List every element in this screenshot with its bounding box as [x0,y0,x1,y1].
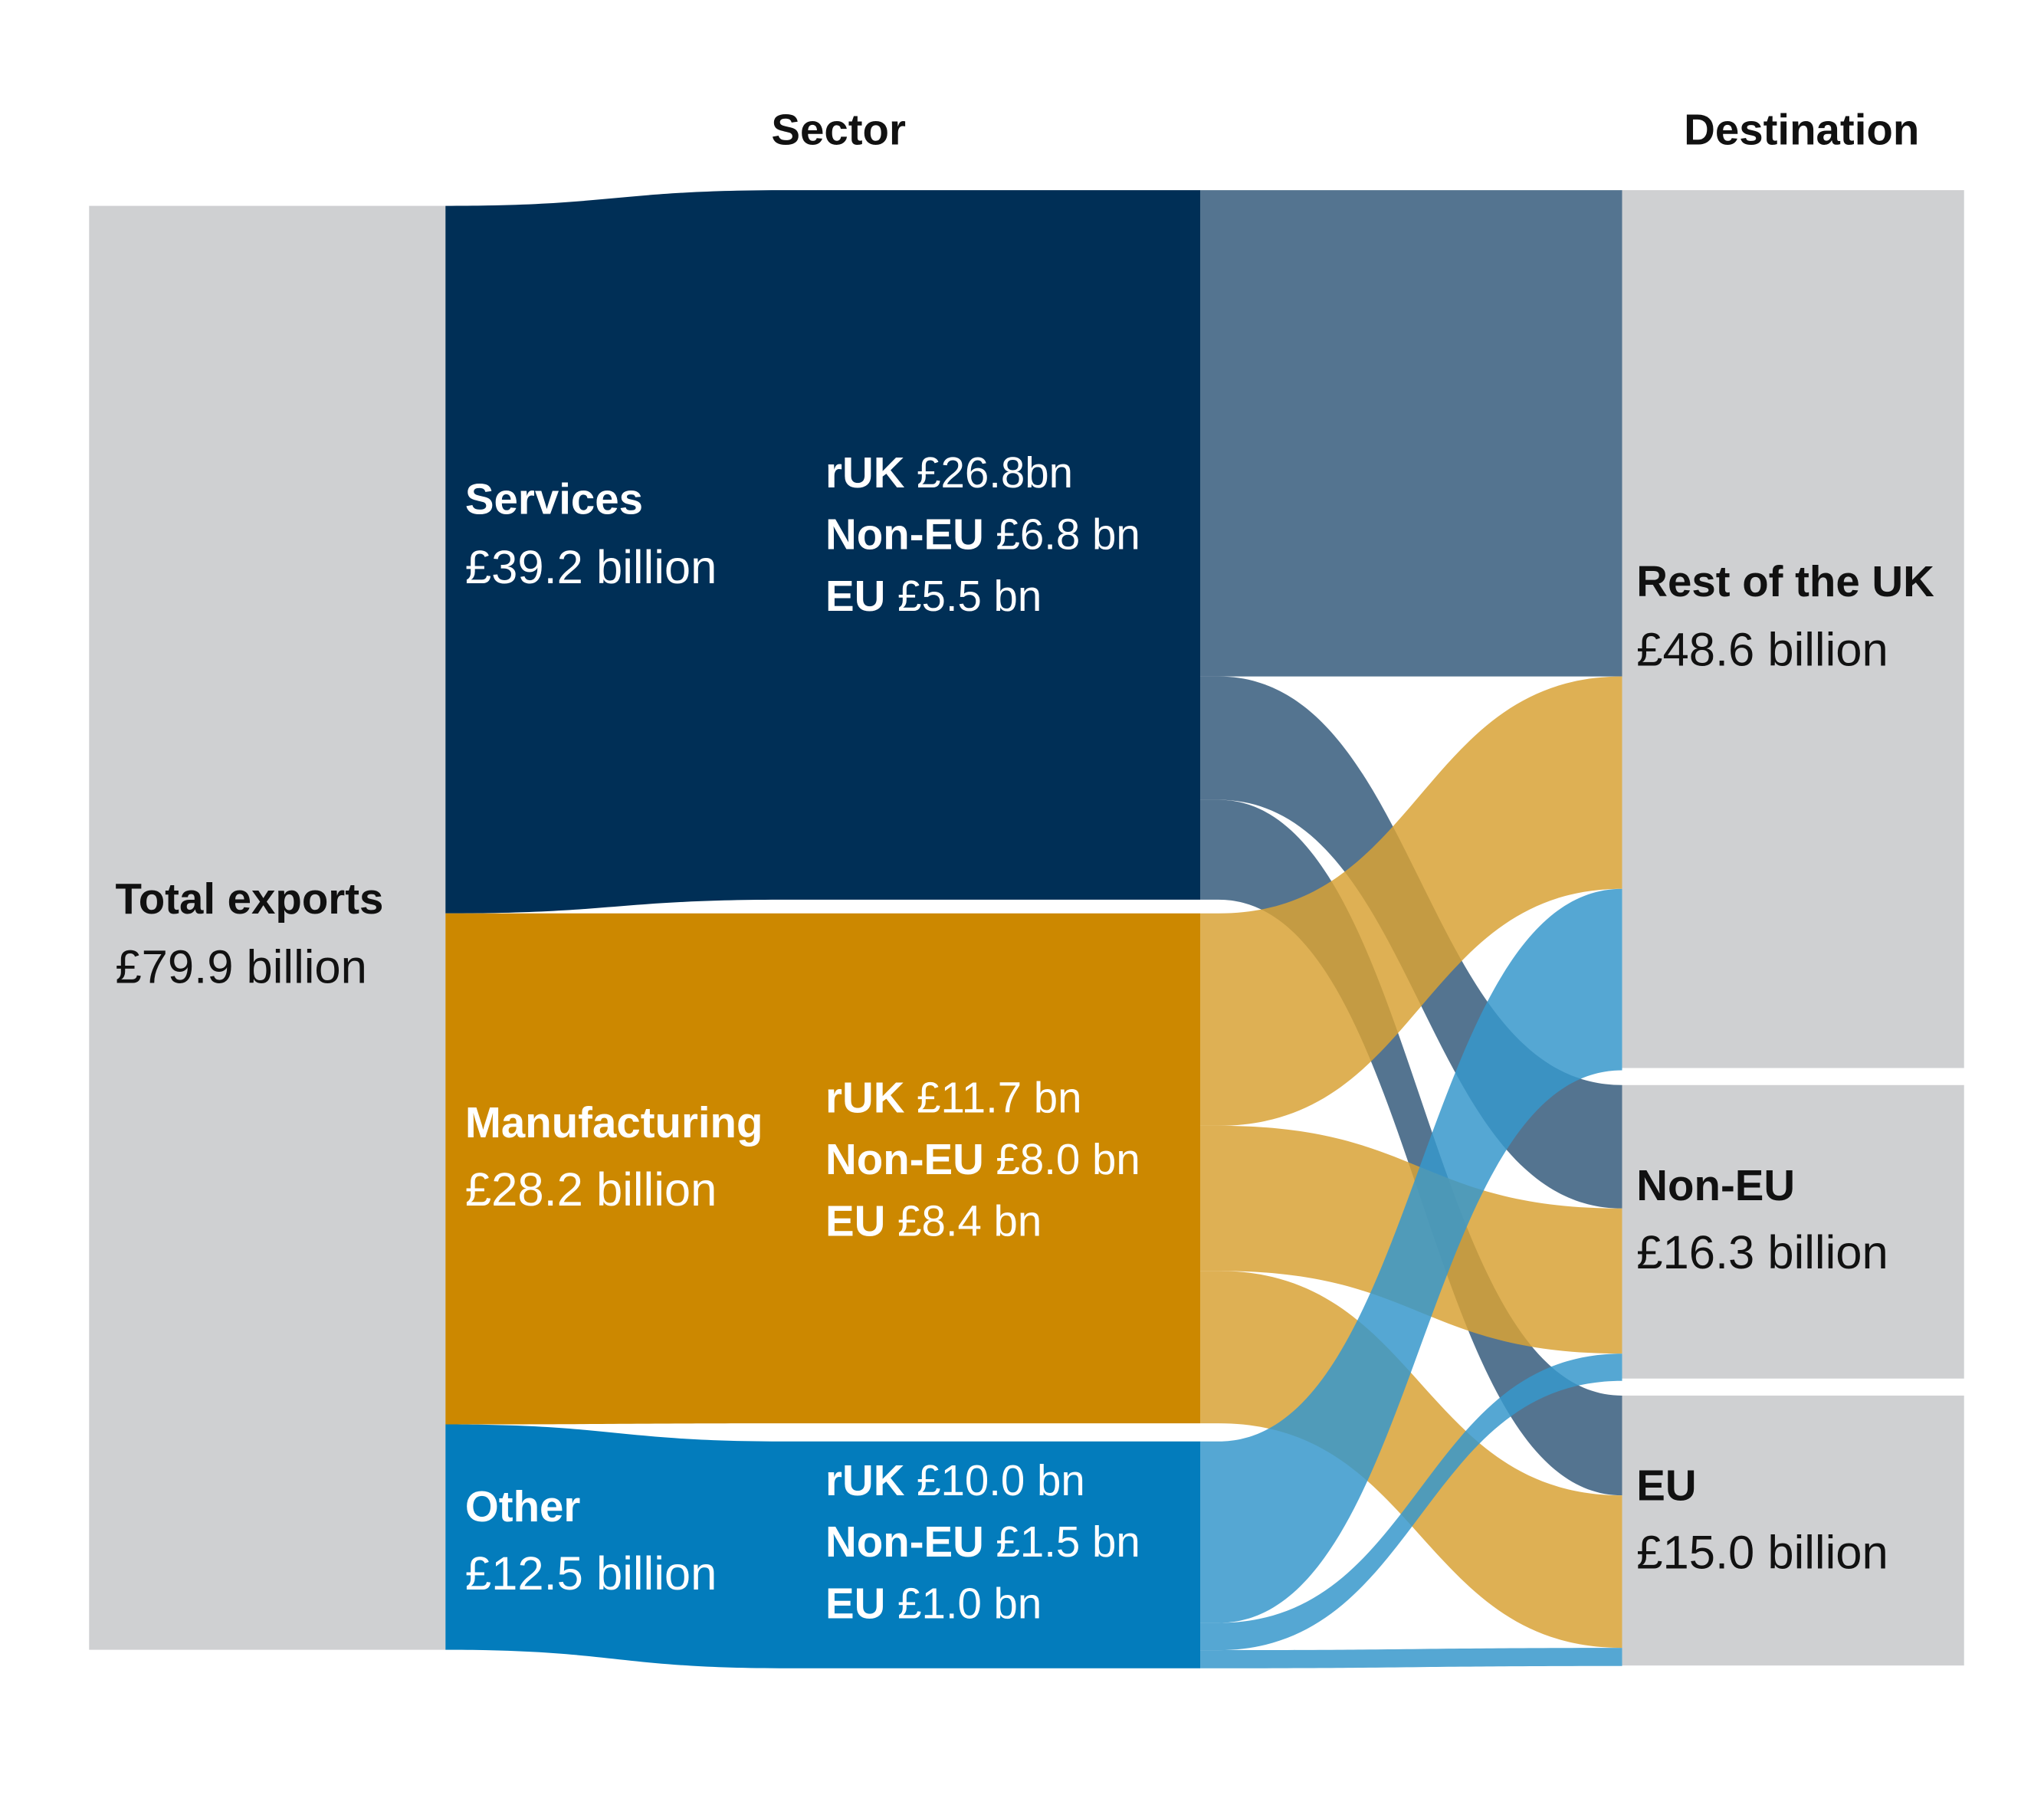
destination-name: Non-EU [1636,1161,1795,1209]
flow-label-noneu: Non-EU £6.8 bn [825,510,1140,559]
total-node-value: £79.9 billion [115,940,366,993]
destination-name: Rest of the UK [1636,557,1934,605]
total-node [89,205,446,1650]
flow-label-value: £8.4 bn [897,1196,1042,1245]
flow-label-value: £1.5 bn [996,1517,1140,1566]
flow-label-destination: Non-EU [825,1135,996,1183]
destination-node-ruk [1622,190,1964,1068]
flow-label-ruk: rUK £26.8bn [825,448,1073,497]
flow-label-destination: Non-EU [825,510,996,559]
destination-value: £15.0 billion [1636,1527,1888,1580]
flow-label-destination: Non-EU [825,1517,996,1566]
destination-value: £16.3 billion [1636,1226,1888,1279]
flow-label-destination: EU [825,572,897,620]
link-other-noneu [1200,1353,1622,1651]
flow-label-noneu: Non-EU £1.5 bn [825,1517,1140,1566]
flow-label-value: £5.5 bn [897,572,1042,620]
nodes [89,190,1964,1668]
flow-label-ruk: rUK £11.7 bn [825,1074,1081,1122]
link-services-ruk [1200,190,1622,677]
total-node-name: Total exports [115,874,383,923]
sector-column-title: Sector [771,105,906,153]
flow-label-eu: EU £1.0 bn [825,1580,1042,1628]
flow-label-value: £10.0 bn [917,1456,1085,1504]
flow-label-value: £11.7 bn [917,1074,1081,1122]
flow-label-eu: EU £8.4 bn [825,1196,1042,1245]
flow-label-value: £1.0 bn [897,1580,1042,1628]
sector-value: £39.2 billion [465,541,717,594]
flow-label-ruk: rUK £10.0 bn [825,1456,1085,1504]
flow-label-value: £6.8 bn [996,510,1140,559]
flow-label-value: £26.8bn [917,448,1073,497]
flow-label-destination: EU [825,1580,897,1628]
destination-node-noneu [1622,1084,1964,1379]
destination-column-title: Destination [1684,105,1919,153]
flow-links [1200,190,1622,1668]
flow-label-destination: rUK [825,448,917,497]
sector-name: Services [465,474,643,523]
flow-label-eu: EU £5.5 bn [825,572,1042,620]
sector-node-other [445,1424,1201,1668]
sector-value: £28.2 billion [465,1163,717,1216]
flow-label-noneu: Non-EU £8.0 bn [825,1135,1140,1183]
flow-label-destination: EU [825,1196,897,1245]
flow-label-destination: rUK [825,1074,917,1122]
destination-name: EU [1636,1462,1696,1510]
destination-node-eu [1622,1395,1964,1666]
sector-node-services [445,190,1201,914]
sector-name: Manufacturing [465,1098,763,1147]
sector-name: Other [465,1482,580,1531]
flow-label-value: £8.0 bn [996,1135,1140,1183]
link-services-eu [1200,799,1622,1496]
link-other-ruk [1200,888,1622,1623]
sector-node-manufacturing [445,913,1201,1425]
destination-value: £48.6 billion [1636,624,1888,677]
link-manufacturing-ruk [1200,676,1622,1126]
link-manufacturing-eu [1200,1271,1622,1649]
link-other-eu [1200,1648,1622,1668]
flow-label-destination: rUK [825,1456,917,1504]
sector-value: £12.5 billion [465,1547,717,1600]
